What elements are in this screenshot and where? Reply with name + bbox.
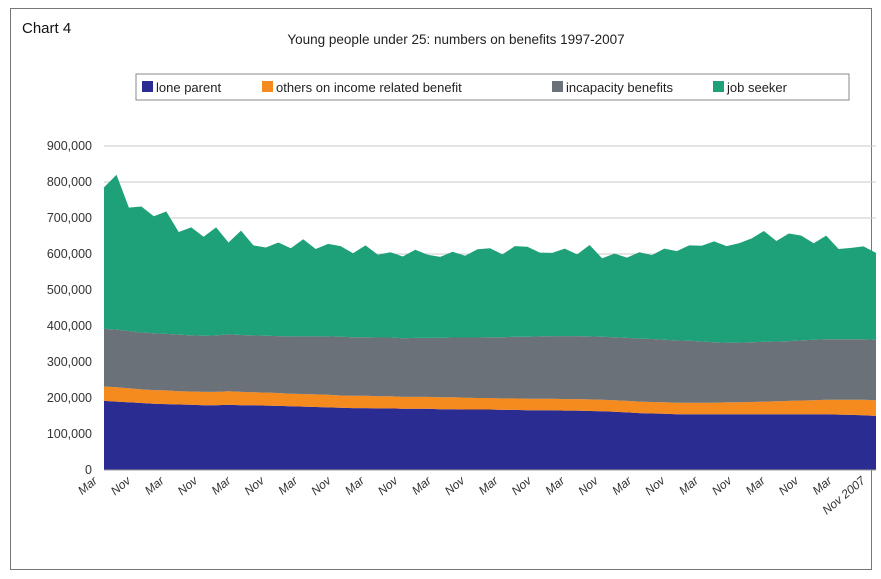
y-tick-label: 300,000 (47, 355, 92, 369)
legend-swatch (142, 81, 153, 92)
x-tick-label: Mar (342, 473, 368, 498)
x-axis: Mar Nov Mar Nov Mar Nov Mar Nov Mar Nov Mar Nov Mar N… (75, 469, 876, 517)
y-tick-label: 100,000 (47, 427, 92, 441)
y-tick-label: 800,000 (47, 175, 92, 189)
area-incapacity-benefits (104, 328, 876, 403)
y-tick-label: 200,000 (47, 391, 92, 405)
x-tick-label: Nov (575, 473, 601, 498)
x-tick-label: Mar (476, 473, 502, 498)
x-tick-label: Nov (776, 473, 802, 498)
x-tick-label: Nov (509, 473, 535, 498)
y-axis: 0 100,000 200,000 300,000 400,000 500,000 600,… (47, 139, 92, 477)
chart-number-label: Chart 4 (22, 20, 72, 37)
y-tick-label: 600,000 (47, 247, 92, 261)
legend-label: job seeker (726, 80, 788, 95)
x-tick-label: Nov (442, 473, 468, 498)
x-tick-label: Mar (609, 473, 635, 498)
x-tick-label: Mar (142, 473, 168, 498)
x-tick-label: Nov (242, 473, 268, 498)
x-tick-label: Mar (543, 473, 569, 498)
legend-swatch (262, 81, 273, 92)
x-tick-label: Mar (275, 473, 301, 498)
x-tick-label: Nov (642, 473, 668, 498)
x-tick-label: Nov (108, 473, 134, 498)
area-job-seeker (104, 174, 876, 343)
area-others-on-income-related-benefit (104, 386, 876, 416)
legend-swatch (552, 81, 563, 92)
y-tick-label: 900,000 (47, 139, 92, 153)
x-tick-label: Nov (308, 473, 334, 498)
chart-title: Young people under 25: numbers on benefi… (287, 32, 624, 47)
legend-label: others on income related benefit (276, 80, 462, 95)
y-tick-label: 0 (85, 463, 92, 477)
x-tick-label: Mar (409, 473, 435, 498)
legend-swatch (713, 81, 724, 92)
y-tick-label: 400,000 (47, 319, 92, 333)
x-tick-label: Mar (209, 473, 235, 498)
area-series (104, 174, 876, 470)
x-tick-label: Mar (810, 473, 836, 498)
x-tick-label: Mar (743, 473, 769, 498)
x-tick-label: Nov (709, 473, 735, 498)
area-lone-parent (104, 400, 876, 470)
y-tick-label: 500,000 (47, 283, 92, 297)
y-tick-label: 700,000 (47, 211, 92, 225)
x-tick-label: Nov (175, 473, 201, 498)
x-tick-label: Mar (75, 473, 101, 498)
x-tick-label: Mar (676, 473, 702, 498)
legend: lone parent others on income related bene… (135, 73, 850, 101)
x-tick-label: Nov (375, 473, 401, 498)
legend-box (135, 73, 850, 101)
legend-label: incapacity benefits (566, 80, 673, 95)
legend-label: lone parent (156, 80, 221, 95)
